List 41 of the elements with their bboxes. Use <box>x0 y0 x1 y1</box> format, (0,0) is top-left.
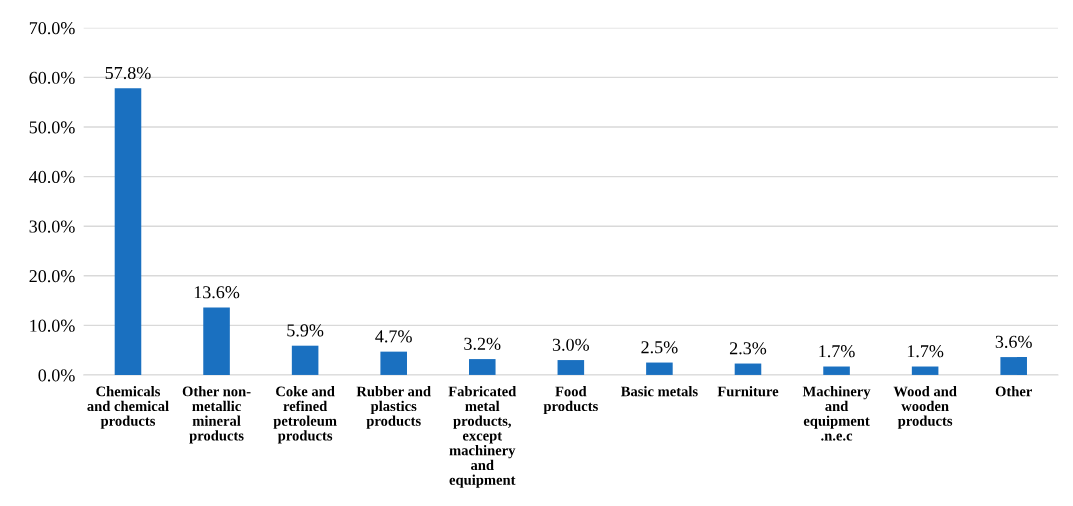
data-label: 1.7% <box>819 345 855 358</box>
data-label: 3.2% <box>464 337 501 350</box>
data-label: 3.6% <box>995 335 1032 348</box>
bar <box>823 366 850 375</box>
bar <box>380 351 407 375</box>
data-label: 3.0% <box>552 338 590 351</box>
y-tick-label: 40.0% <box>29 170 75 184</box>
x-tick-label: Wood and wooden products <box>893 386 957 429</box>
y-tick-label: 50.0% <box>29 121 75 134</box>
x-tick-label: Rubber and plastics products <box>356 386 431 429</box>
x-tick-label: Food products <box>543 386 598 415</box>
x-tick-label: Furniture <box>717 386 779 397</box>
y-tick-label: 60.0% <box>29 71 75 84</box>
data-label: 1.7% <box>907 345 944 358</box>
bar <box>468 359 496 375</box>
data-label: 4.7% <box>375 330 412 343</box>
data-label: 2.5% <box>641 341 678 354</box>
x-tick-label: Fabricated metal products, except machinery and equipment <box>448 386 517 488</box>
bar <box>557 360 585 375</box>
data-label: 5.9% <box>287 324 324 337</box>
x-tick-label: Basic metals <box>620 386 698 397</box>
x-tick-label: Chemicals and chemical products <box>87 386 169 429</box>
bar <box>114 88 142 375</box>
x-tick-label: Machinery and equipment .n.e.c <box>802 386 871 441</box>
y-tick-label: 0.0% <box>38 369 75 382</box>
bar <box>646 362 673 375</box>
bar <box>911 366 939 375</box>
bar <box>734 363 762 375</box>
y-tick-label: 20.0% <box>29 270 75 283</box>
data-label: 2.3% <box>729 342 767 355</box>
y-tick-label: 10.0% <box>30 319 75 332</box>
x-tick-label: Coke and refined petroleum products <box>273 386 337 444</box>
data-label: 13.6% <box>194 286 240 299</box>
y-tick-label: 30.0% <box>29 220 75 233</box>
x-tick-label: Other <box>995 386 1033 397</box>
data-label: 57.8% <box>105 66 151 80</box>
bar <box>291 345 319 375</box>
bar <box>203 307 230 375</box>
y-tick-label: 70.0% <box>29 22 75 35</box>
bar <box>1000 357 1027 375</box>
x-tick-label: Other non- metallic mineral products <box>182 386 251 444</box>
